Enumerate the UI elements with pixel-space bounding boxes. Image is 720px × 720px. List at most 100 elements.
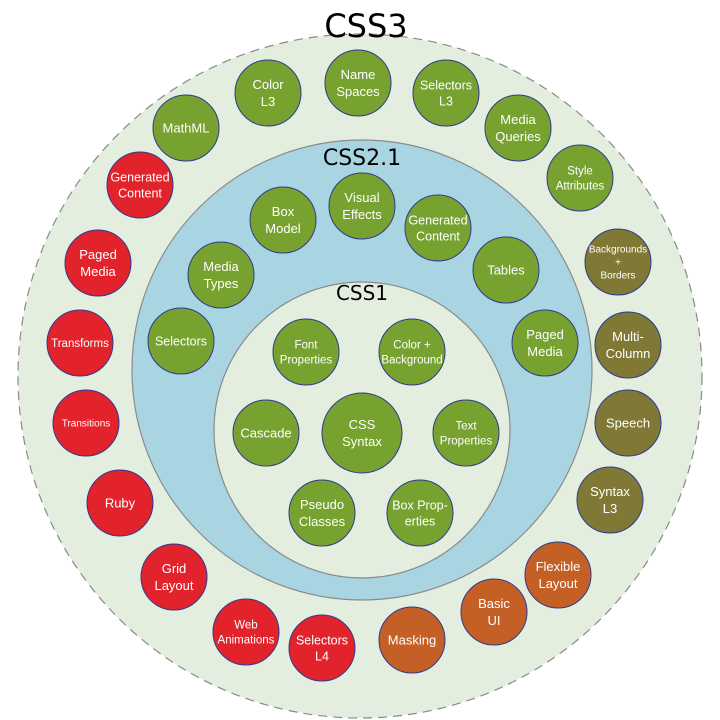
module-bubble bbox=[249, 186, 317, 254]
module-bubble bbox=[511, 309, 579, 377]
module-label-line: L3 bbox=[261, 94, 275, 109]
css3-module-mathml: MathML bbox=[152, 94, 220, 162]
module-label-line: Box Prop- bbox=[392, 498, 448, 512]
css3-module-generated-content: Generated Content bbox=[106, 151, 174, 219]
css21-module-media-types: Media Types bbox=[187, 241, 255, 309]
module-label-line: Generated bbox=[110, 170, 169, 184]
module-label-line: Color + bbox=[393, 340, 431, 352]
module-label-line: Masking bbox=[388, 633, 436, 648]
module-bubble bbox=[324, 49, 392, 117]
css21-module-box-model: Box Model bbox=[249, 186, 317, 254]
module-label-line: Box bbox=[272, 204, 295, 219]
module-label-line: Effects bbox=[342, 207, 382, 222]
css3-module-speech: Speech bbox=[594, 389, 662, 457]
css1-title: CSS1 bbox=[336, 281, 388, 305]
module-bubble bbox=[147, 307, 215, 375]
module-label-line: + bbox=[615, 258, 621, 269]
module-bubbles: Color L3 Name Spaces Selectors L3 MathML Media Q… bbox=[46, 49, 662, 682]
module-label-line: Layout bbox=[154, 578, 193, 593]
module-label-line: Types bbox=[204, 276, 239, 291]
css21-module-tables: Tables bbox=[472, 236, 540, 304]
module-bubble bbox=[524, 541, 592, 609]
module-label-line: Color bbox=[252, 77, 284, 92]
module-label-line: Selectors bbox=[296, 633, 348, 647]
module-bubble bbox=[378, 318, 446, 386]
css3-module-transitions: Transitions bbox=[52, 389, 120, 457]
module-label-line: Flexible bbox=[536, 559, 581, 574]
module-label-line: Spaces bbox=[336, 84, 380, 99]
css21-module-selectors: Selectors bbox=[147, 307, 215, 375]
module-bubble bbox=[232, 399, 300, 467]
module-label-line: UI bbox=[488, 613, 501, 628]
css1-module-text-properties: Text Properties bbox=[432, 399, 500, 467]
module-bubble bbox=[288, 479, 356, 547]
module-label-line: CSS bbox=[349, 417, 376, 432]
css3-module-flexible-layout: Flexible Layout bbox=[524, 541, 592, 609]
module-bubble bbox=[64, 229, 132, 297]
css3-module-media-queries: Media Queries bbox=[484, 94, 552, 162]
module-bubble bbox=[404, 194, 472, 262]
css3-module-color-l3: Color L3 bbox=[234, 59, 302, 127]
module-bubble bbox=[328, 172, 396, 240]
css1-module-cascade: Cascade bbox=[232, 399, 300, 467]
module-label-line: Cascade bbox=[240, 426, 291, 441]
css3-module-backgrounds-borders: Backgrounds + Borders bbox=[584, 228, 652, 296]
css3-module-selectors-l3: Selectors L3 bbox=[412, 59, 480, 127]
module-label-line: Paged bbox=[526, 327, 564, 342]
module-label-line: Generated bbox=[408, 213, 467, 227]
module-label-line: Multi- bbox=[612, 329, 644, 344]
module-label-line: Paged bbox=[79, 247, 117, 262]
module-label-line: Media bbox=[500, 112, 536, 127]
module-bubble bbox=[594, 311, 662, 379]
module-label-line: Syntax bbox=[590, 484, 630, 499]
css21-module-visual-effects: Visual Effects bbox=[328, 172, 396, 240]
css3-module-syntax-l3: Syntax L3 bbox=[576, 466, 644, 534]
module-bubble bbox=[460, 578, 528, 646]
css3-module-grid-layout: Grid Layout bbox=[140, 543, 208, 611]
css21-module-generated-content: Generated Content bbox=[404, 194, 472, 262]
module-label-line: Classes bbox=[299, 514, 346, 529]
css3-module-multi-column: Multi- Column bbox=[594, 311, 662, 379]
module-bubble bbox=[52, 389, 120, 457]
module-label-line: Web bbox=[234, 620, 257, 632]
module-label-line: Visual bbox=[344, 190, 379, 205]
module-label-line: Text bbox=[455, 421, 477, 433]
module-bubble bbox=[412, 59, 480, 127]
module-bubble bbox=[234, 59, 302, 127]
css3-module-transforms: Transforms bbox=[46, 309, 114, 377]
css3-module-ruby: Ruby bbox=[86, 469, 154, 537]
module-label-line: Transitions bbox=[62, 419, 111, 430]
css1-module-css-syntax: CSS Syntax bbox=[321, 392, 403, 474]
module-label-line: Queries bbox=[495, 129, 541, 144]
module-label-line: erties bbox=[405, 515, 436, 529]
css3-module-name-spaces: Name Spaces bbox=[324, 49, 392, 117]
module-bubble bbox=[46, 309, 114, 377]
module-label-line: Properties bbox=[280, 355, 333, 367]
module-label-line: L4 bbox=[315, 650, 329, 664]
module-label-line: MathML bbox=[163, 121, 210, 136]
css1-module-box-prop-erties: Box Prop-erties bbox=[386, 479, 454, 547]
module-bubble bbox=[378, 606, 446, 674]
module-label-line: Content bbox=[118, 187, 162, 201]
module-label-line: Column bbox=[606, 346, 651, 361]
module-label-line: Attributes bbox=[556, 181, 605, 193]
module-bubble bbox=[594, 389, 662, 457]
module-bubble bbox=[432, 399, 500, 467]
module-label-line: Animations bbox=[218, 635, 275, 647]
css1-module-pseudo-classes: Pseudo Classes bbox=[288, 479, 356, 547]
module-bubble bbox=[86, 469, 154, 537]
module-label-line: Selectors bbox=[420, 78, 472, 92]
css21-module-paged-media: Paged Media bbox=[511, 309, 579, 377]
module-label-line: Syntax bbox=[342, 434, 382, 449]
module-bubble bbox=[576, 466, 644, 534]
module-label-line: Font bbox=[294, 340, 318, 352]
module-label-line: Name bbox=[341, 67, 376, 82]
module-bubble bbox=[152, 94, 220, 162]
module-bubble bbox=[187, 241, 255, 309]
module-label-line: Style bbox=[567, 166, 593, 178]
css3-module-selectors-l4: Selectors L4 bbox=[288, 614, 356, 682]
css3-module-masking: Masking bbox=[378, 606, 446, 674]
module-label-line: Properties bbox=[440, 436, 493, 448]
module-bubble bbox=[288, 614, 356, 682]
